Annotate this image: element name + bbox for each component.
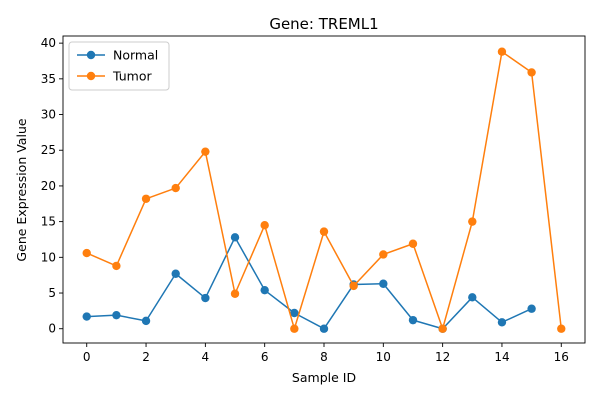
- x-tick-label: 12: [435, 350, 450, 364]
- data-point-normal: [112, 310, 121, 320]
- y-axis-label: Gene Expression Value: [14, 118, 29, 261]
- x-tick-label: 6: [261, 350, 269, 364]
- data-point-normal: [379, 279, 388, 288]
- data-point-tumor: [112, 261, 121, 271]
- data-point-tumor: [82, 248, 91, 258]
- x-tick-label: 4: [202, 350, 210, 364]
- data-point-normal: [82, 312, 91, 321]
- data-point-tumor: [557, 324, 566, 333]
- legend-marker: [86, 71, 96, 81]
- data-point-normal: [290, 308, 299, 318]
- x-tick-label: 10: [376, 350, 391, 364]
- data-point-tumor: [468, 217, 477, 226]
- data-point-tumor: [408, 239, 418, 248]
- data-point-normal: [171, 269, 180, 278]
- data-point-tumor: [497, 47, 507, 56]
- data-point-normal: [141, 316, 151, 326]
- legend-item-normal: Normal: [77, 48, 158, 63]
- series-normal: [82, 233, 536, 333]
- data-point-tumor: [379, 250, 388, 259]
- series-line-normal: [86, 236, 532, 330]
- y-tick-label: 30: [41, 108, 56, 122]
- legend-item-tumor: Tumor: [77, 69, 152, 84]
- data-point-normal: [527, 304, 536, 313]
- y-tick-label: 10: [41, 250, 56, 264]
- y-tick-label: 15: [41, 215, 56, 229]
- data-point-tumor: [260, 221, 269, 230]
- x-axis-label: Sample ID: [292, 370, 356, 385]
- y-tick-label: 20: [41, 179, 56, 193]
- data-point-normal: [497, 318, 507, 327]
- data-point-normal: [319, 324, 329, 333]
- data-point-tumor: [290, 324, 299, 333]
- series-line-tumor: [86, 50, 563, 330]
- series-tumor: [82, 47, 566, 333]
- x-tick-label: 0: [83, 350, 91, 364]
- y-tick-label: 0: [48, 322, 56, 336]
- data-point-tumor: [527, 68, 536, 77]
- data-point-tumor: [349, 281, 358, 291]
- data-point-tumor: [230, 289, 240, 298]
- legend: Normal Tumor: [68, 41, 170, 91]
- x-tick-label: 8: [320, 350, 328, 364]
- data-point-normal: [260, 285, 269, 295]
- legend-label: Tumor: [112, 69, 152, 84]
- data-point-tumor: [141, 194, 151, 203]
- x-tick-label: 14: [494, 350, 509, 364]
- y-tick-label: 40: [41, 36, 56, 50]
- legend-marker: [86, 50, 96, 60]
- data-point-normal: [230, 233, 240, 242]
- plot-area: [82, 47, 566, 333]
- data-point-tumor: [319, 227, 329, 236]
- chart-title: Gene: TREML1: [269, 15, 378, 33]
- data-point-normal: [468, 293, 477, 302]
- data-point-tumor: [171, 183, 180, 193]
- legend-label: Normal: [113, 48, 158, 63]
- axes: 0 2 4 6 8 10 12 14 16 0 5 10 15 20 25 30 35 40: [41, 35, 586, 364]
- data-point-tumor: [201, 147, 210, 156]
- data-point-normal: [408, 315, 418, 325]
- y-tick-label: 25: [41, 143, 56, 157]
- y-tick-label: 5: [48, 286, 56, 300]
- data-point-tumor: [438, 324, 447, 333]
- data-point-normal: [201, 293, 210, 303]
- y-tick-label: 35: [41, 72, 56, 86]
- x-tick-label: 16: [554, 350, 569, 364]
- x-tick-label: 2: [142, 350, 150, 364]
